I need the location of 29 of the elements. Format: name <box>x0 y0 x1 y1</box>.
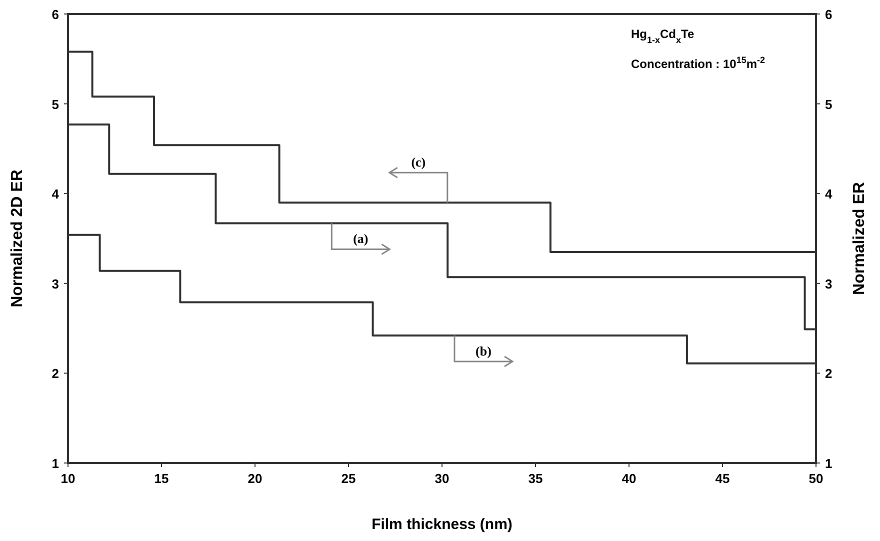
x-tick-label: 30 <box>434 471 450 486</box>
y2-tick-label: 1 <box>825 456 832 471</box>
x-tick-label: 45 <box>715 471 730 486</box>
x-tick-label: 20 <box>248 471 262 486</box>
annotation: Hg$_{1-x}$Cd$_{x}$Te <box>631 27 694 45</box>
y-tick-label: 6 <box>52 7 59 22</box>
annotation: Concentration : 10$^{15}$m$^{-2}$ <box>631 55 766 71</box>
y-tick-label: 3 <box>52 276 59 292</box>
y-tick-label: 1 <box>52 456 59 471</box>
series-label: (a) <box>353 231 368 246</box>
y-tick-label: 4 <box>52 186 60 202</box>
x-tick-label: 40 <box>622 471 636 486</box>
text: (c) <box>411 154 426 170</box>
y-axis-title: Normalized 2D ER <box>9 169 26 308</box>
x-tick-label: 25 <box>341 471 356 486</box>
y2-tick-label: 2 <box>825 366 832 382</box>
x-tick-label: 15 <box>154 471 169 486</box>
y2-tick-label: 4 <box>825 186 833 202</box>
x-tick-label: 50 <box>808 471 824 486</box>
y2-tick-label: 5 <box>825 96 832 112</box>
y-tick-label: 2 <box>52 366 59 382</box>
x-tick-label: 35 <box>528 471 543 486</box>
x-tick-label: 10 <box>60 471 76 486</box>
series-label: (b) <box>476 343 492 358</box>
y2-axis-title: Normalized ER <box>851 182 868 295</box>
y2-tick-label: 6 <box>825 7 832 22</box>
y2-tick-label: 3 <box>825 276 832 292</box>
y-tick-label: 5 <box>52 96 59 112</box>
x-axis-title: Film thickness (nm) <box>372 516 512 533</box>
